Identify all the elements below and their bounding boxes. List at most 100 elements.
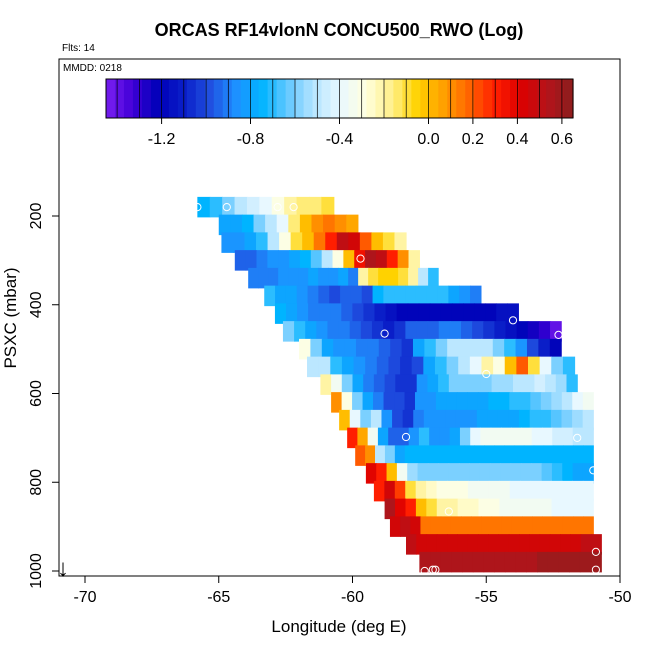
heatmap-cell	[361, 285, 374, 307]
heatmap-cell	[404, 445, 416, 466]
heatmap-cell	[491, 374, 503, 395]
heatmap-cell	[265, 214, 278, 236]
heatmap-cell	[430, 551, 442, 573]
heatmap-cell	[487, 409, 499, 431]
colorbar-swatch	[483, 79, 493, 118]
observation-point	[554, 330, 563, 339]
colorbar-swatch	[240, 79, 251, 118]
heatmap-cell	[539, 534, 551, 555]
heatmap-cell	[476, 409, 488, 431]
heatmap-cell	[365, 356, 378, 378]
colorbar-swatch	[213, 79, 224, 118]
y-tick-label: 400	[28, 291, 45, 318]
heatmap-cell	[527, 321, 540, 342]
heatmap-cell	[561, 392, 573, 413]
heatmap-cell	[275, 285, 287, 307]
heatmap-cell	[349, 321, 362, 342]
heatmap-cell	[284, 196, 298, 218]
heatmap-cell	[470, 285, 482, 307]
colorbar-swatch	[186, 79, 197, 118]
heatmap-cell	[323, 214, 336, 236]
heatmap-cell	[376, 356, 390, 378]
heatmap-cell	[410, 516, 422, 537]
heatmap-cell	[551, 498, 563, 520]
heatmap-cell	[499, 498, 511, 520]
colorbar-swatch	[348, 79, 359, 118]
heatmap-layer	[197, 196, 602, 573]
heatmap-cell	[436, 534, 448, 555]
heatmap-cell	[346, 214, 359, 236]
y-tick-label: 200	[28, 203, 45, 230]
heatmap-cell	[378, 267, 389, 289]
observation-point	[591, 565, 601, 574]
heatmap-cell	[338, 321, 351, 342]
heatmap-cell	[416, 374, 428, 395]
colorbar-swatch	[222, 79, 233, 118]
heatmap-cell	[311, 214, 324, 236]
heatmap-cell	[414, 445, 426, 466]
heatmap-cell	[470, 427, 482, 449]
heatmap-cell	[553, 445, 565, 466]
heatmap-cell	[222, 196, 236, 218]
heatmap-cell	[365, 463, 377, 484]
heatmap-cell	[551, 463, 563, 484]
heatmap-cell	[508, 409, 520, 431]
heatmap-cell	[348, 267, 359, 289]
heatmap-cell	[474, 303, 486, 324]
y-axis-title: PSXC (mbar)	[1, 267, 20, 368]
observation-point	[273, 203, 282, 212]
heatmap-cell	[218, 214, 231, 236]
heatmap-cell	[253, 214, 266, 236]
heatmap-cell	[440, 516, 452, 537]
heatmap-cell	[276, 214, 289, 236]
heatmap-cell	[426, 285, 439, 307]
heatmap-cell	[471, 516, 483, 537]
heatmap-cell	[531, 463, 543, 484]
heatmap-cell	[415, 480, 427, 502]
heatmap-cell	[479, 463, 491, 484]
observation-point	[589, 466, 598, 475]
heatmap-cell	[310, 338, 323, 360]
heatmap-cell	[308, 303, 320, 324]
heatmap-cell	[477, 392, 489, 413]
heatmap-cell	[426, 498, 438, 520]
heatmap-cell	[448, 374, 461, 395]
heatmap-cell	[543, 445, 555, 466]
heatmap-cell	[572, 392, 584, 413]
heatmap-cell	[458, 356, 471, 378]
heatmap-cell	[516, 356, 529, 378]
colorbar-swatch	[150, 79, 161, 118]
heatmap-cell	[197, 196, 211, 218]
heatmap-cell	[516, 321, 529, 342]
heatmap-cell	[416, 534, 428, 555]
colorbar-swatch	[393, 79, 403, 118]
colorbar-swatch	[285, 79, 296, 118]
heatmap-cell	[444, 445, 455, 466]
heatmap-cell	[365, 445, 376, 466]
heatmap-cell	[542, 516, 554, 537]
heatmap-cell	[294, 321, 306, 342]
heatmap-cell	[555, 374, 568, 395]
heatmap-cell	[472, 551, 485, 573]
heatmap-cell	[440, 303, 453, 324]
heatmap-cell	[353, 356, 366, 378]
heatmap-cell	[363, 374, 375, 395]
colorbar-swatch	[177, 79, 188, 118]
heatmap-cell	[457, 498, 469, 520]
heatmap-cell	[447, 338, 460, 360]
heatmap-cell	[423, 409, 436, 431]
heatmap-cell	[398, 427, 410, 449]
heatmap-cell	[457, 480, 469, 502]
heatmap-cell	[290, 232, 303, 253]
heatmap-cell	[455, 409, 467, 431]
heatmap-cell	[405, 285, 417, 307]
heatmap-cell	[307, 356, 320, 378]
heatmap-cell	[404, 392, 416, 413]
heatmap-cell	[552, 516, 564, 537]
heatmap-cell	[459, 374, 471, 395]
x-tick-label: -60	[341, 589, 364, 606]
heatmap-cell	[509, 392, 521, 413]
colorbar-swatch	[294, 79, 305, 118]
heatmap-cell	[529, 534, 541, 555]
